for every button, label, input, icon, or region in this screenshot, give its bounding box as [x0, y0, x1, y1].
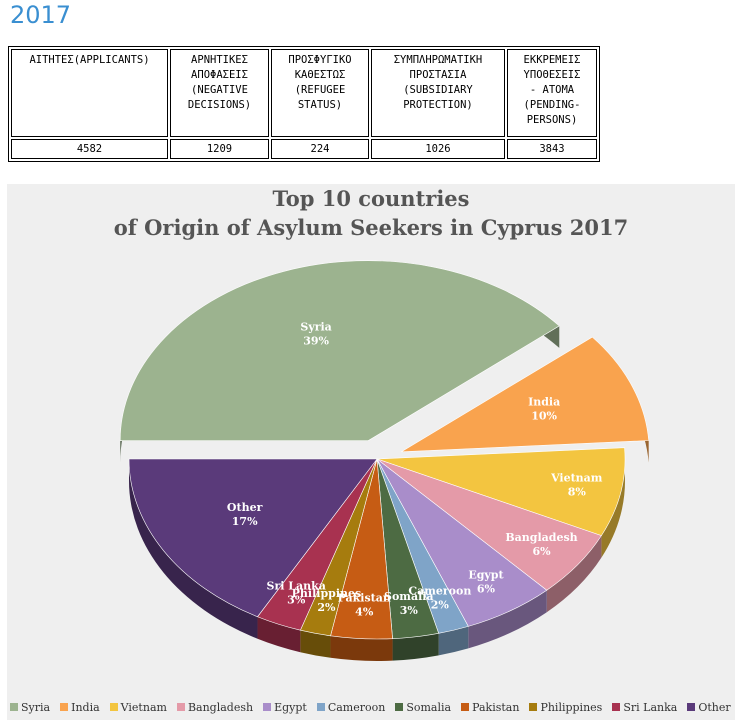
pie-value-india: 10% [531, 410, 557, 423]
pie-value-philippines: 2% [317, 601, 336, 614]
asylum-statistics-table: ΑΙΤΗΤΕΣ(APPLICANTS) ΑΡΝΗΤΙΚΕΣ ΑΠΟΦΑΣΕΙΣ … [8, 46, 600, 162]
pie-label-bangladesh: Bangladesh [505, 531, 577, 544]
pie-slice-side-philippines [300, 630, 331, 658]
pie-label-india: India [528, 396, 560, 409]
table-row: 4582 1209 224 1026 3843 [11, 139, 597, 159]
cell-applicants: 4582 [11, 139, 168, 159]
legend-label: Somalia [406, 700, 452, 714]
chart-title-line-1: Top 10 countries [272, 186, 469, 211]
pie-slice-side-pakistan [330, 635, 393, 661]
legend-label: Vietnam [120, 700, 167, 714]
legend-item-egypt: Egypt [263, 701, 307, 714]
pie-slice-side-vietnam [601, 447, 625, 558]
legend-item-pakistan: Pakistan [461, 701, 519, 714]
pie-slice-other [128, 458, 378, 618]
legend-label: Sri Lanka [623, 700, 678, 714]
legend-label: Philippines [540, 700, 603, 714]
table-header-row: ΑΙΤΗΤΕΣ(APPLICANTS) ΑΡΝΗΤΙΚΕΣ ΑΠΟΦΑΣΕΙΣ … [11, 49, 597, 137]
pie-label-sri-lanka: Sri Lanka [267, 579, 326, 592]
legend-swatch [461, 703, 470, 711]
pie-label-syria: Syria [300, 321, 331, 334]
chart-title-line-2: of Origin of Asylum Seekers in Cyprus 20… [114, 215, 628, 240]
legend-swatch [316, 703, 325, 711]
legend-swatch [263, 703, 272, 711]
pie-value-vietnam: 8% [568, 486, 587, 499]
chart-panel: Top 10 countries of Origin of Asylum See… [7, 184, 735, 720]
legend-swatch [10, 703, 18, 711]
header-subsidiary-protection: ΣΥΜΠΛΗΡΩΜΑΤΙΚΗ ΠΡΟΣΤΑΣΙΑ (SUBSIDIARY PRO… [371, 49, 505, 137]
pie-slice-syria [119, 260, 560, 441]
legend-label: Cameroon [327, 700, 386, 714]
pie-label-pakistan: Pakistan [338, 591, 391, 604]
pie-slice-vietnam [376, 447, 626, 536]
pie-label-other: Other [227, 501, 263, 514]
header-negative-decisions: ΑΡΝΗΤΙΚΕΣ ΑΠΟΦΑΣΕΙΣ (NEGATIVE DECISIONS) [170, 49, 269, 137]
legend-swatch [60, 703, 69, 711]
legend-item-other: Other [687, 700, 731, 714]
pie-label-vietnam: Vietnam [550, 472, 603, 485]
pie-label-egypt: Egypt [468, 569, 504, 582]
legend-item-philippines: Philippines [529, 701, 602, 714]
legend-label: Other [698, 700, 731, 714]
legend-label: Pakistan [472, 700, 520, 714]
pie-chart: Top 10 countries of Origin of Asylum See… [114, 186, 650, 661]
pie-slice-india [401, 336, 650, 453]
pie-value-cameroon: 2% [431, 598, 450, 611]
pie-slice-side-sri-lanka [257, 616, 301, 653]
pie-slice-side-cameroon [438, 626, 469, 656]
cell-negative-decisions: 1209 [170, 139, 269, 159]
cell-pending-persons: 3843 [507, 139, 597, 159]
legend-label: India [71, 700, 100, 714]
legend-item-vietnam: Vietnam [109, 700, 167, 714]
legend-swatch [612, 703, 621, 711]
pie-label-somalia: Somalia [384, 590, 434, 603]
legend-swatch [176, 703, 185, 711]
cell-refugee-status: 224 [271, 139, 369, 159]
pie-slice-side-other [129, 459, 258, 639]
pie-value-bangladesh: 6% [532, 545, 551, 558]
header-pending-persons: ΕΚΚΡΕΜΕΙΣ ΥΠΟΘΕΣΕΙΣ - ΑΤΟΜΑ (PENDING- PE… [507, 49, 597, 137]
legend-label: Syria [21, 700, 51, 714]
pie-value-sri-lanka: 3% [287, 593, 306, 606]
legend-item-cameroon: Cameroon [316, 700, 386, 714]
pie-slice-side-somalia [392, 633, 439, 661]
header-applicants: ΑΙΤΗΤΕΣ(APPLICANTS) [11, 49, 168, 137]
legend-item-somalia: Somalia [395, 701, 451, 714]
legend-item-syria: Syria [10, 701, 50, 714]
pie-value-syria: 39% [303, 335, 329, 348]
legend-item-sri-lanka: Sri Lanka [612, 701, 677, 714]
pie-value-somalia: 3% [400, 604, 419, 617]
legend-item-bangladesh: Bangladesh [176, 700, 254, 714]
cell-subsidiary-protection: 1026 [371, 139, 505, 159]
legend-swatch [109, 703, 118, 711]
pie-slice-side-bangladesh [546, 535, 602, 613]
legend-item-india: India [60, 701, 100, 714]
header-refugee-status: ΠΡΟΣΦΥΓΙΚΟ ΚΑΘΕΣΤΩΣ (REFUGEE STATUS) [271, 49, 369, 137]
pie-label-cameroon: Cameroon [408, 584, 471, 597]
legend-swatch [529, 703, 538, 711]
pie-value-pakistan: 4% [355, 605, 374, 618]
legend-swatch [687, 703, 696, 711]
pie-label-philippines: Philippines [292, 587, 362, 600]
legend-swatch [395, 703, 404, 711]
pie-value-other: 17% [232, 515, 258, 528]
page-heading: 2017 [10, 1, 72, 29]
chart-legend: Syria India Vietnam Bangladesh Egypt Cameroon… [10, 697, 736, 717]
pie-slice-side-egypt [468, 590, 547, 649]
pie-value-egypt: 6% [477, 583, 496, 596]
legend-label: Egypt [274, 700, 307, 714]
legend-label: Bangladesh [187, 700, 254, 714]
